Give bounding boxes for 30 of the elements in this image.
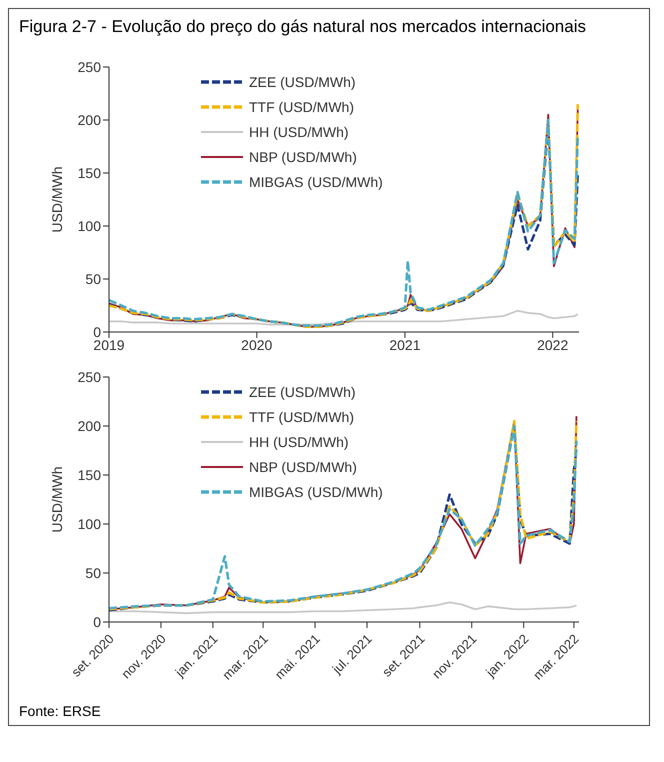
y-tick-label: 200 xyxy=(78,112,102,128)
y-tick-label: 150 xyxy=(78,164,102,181)
y-axis-title: USD/MWh xyxy=(48,466,65,533)
y-tick-label: 50 xyxy=(85,270,102,287)
x-tick-label: 2020 xyxy=(241,336,273,353)
y-tick-label: 250 xyxy=(78,58,102,75)
legend-label: TTF (USD/MWh) xyxy=(249,408,354,424)
y-tick-label: 100 xyxy=(78,218,102,234)
legend-label: MIBGAS (USD/MWh) xyxy=(249,484,383,500)
x-tick-label: 2022 xyxy=(537,336,568,353)
y-tick-label: 250 xyxy=(78,368,102,385)
legend-label: ZEE (USD/MWh) xyxy=(249,384,356,400)
legend-label: NBP (USD/MWh) xyxy=(249,148,357,164)
legend-label: HH (USD/MWh) xyxy=(249,124,349,140)
legend-label: HH (USD/MWh) xyxy=(249,434,349,450)
y-axis-title: USD/MWh xyxy=(48,166,65,233)
y-tick-label: 100 xyxy=(78,516,102,532)
chart-title: Figura 2-7 - Evolução do preço do gás natural nos mercados internacionais xyxy=(18,16,587,38)
y-tick-label: 150 xyxy=(78,466,102,483)
x-tick-label: 2021 xyxy=(389,336,421,353)
source-note: Fonte: ERSE xyxy=(18,702,102,721)
y-tick-label: 50 xyxy=(85,564,102,581)
line-series xyxy=(109,602,578,614)
legend-label: NBP (USD/MWh) xyxy=(249,458,357,474)
legend-label: TTF (USD/MWh) xyxy=(249,98,354,114)
y-tick-label: 200 xyxy=(78,418,102,434)
line-series xyxy=(109,310,579,326)
legend-label: ZEE (USD/MWh) xyxy=(249,74,356,90)
y-tick-label: 0 xyxy=(93,614,102,630)
legend-label: MIBGAS (USD/MWh) xyxy=(249,174,383,190)
